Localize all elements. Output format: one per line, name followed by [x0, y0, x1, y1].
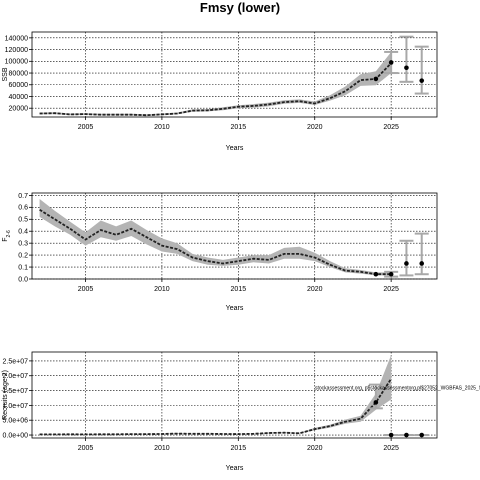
f-point: [373, 271, 379, 277]
recruits-panel: 2005 2010 2015 2020 2025 0.0e+00 5.0e+06 1.0e+0…: [2, 351, 480, 472]
ssb-ytick-label: 120000: [5, 47, 28, 54]
f-ytick-label: 0.6: [18, 205, 28, 212]
f-ytick-label: 0.0: [18, 276, 28, 283]
f-point: [404, 261, 409, 266]
ssb-ytick-label: 60000: [9, 82, 29, 89]
ssb-confidence-band: [39, 51, 392, 117]
rec-xtick-label: 2010: [154, 445, 170, 452]
ssb-point: [373, 76, 379, 82]
f-confidence-band: [39, 199, 392, 276]
ssb-ytick-label: 140000: [5, 35, 28, 42]
ssb-yaxis-label: SSB: [2, 67, 9, 81]
ssb-ytick-label: 80000: [9, 70, 29, 77]
f-panel: 2005 2010 2015 2020 2025 0.0 0.1 0.2 0.3 0.4 0.5 0.…: [2, 192, 438, 312]
ssb-ytick-label: 100000: [5, 59, 28, 66]
rec-annotation: stockassessment.org, p$stockassessmentor…: [315, 386, 480, 392]
rec-ytick-label: 0.0e+00: [3, 432, 29, 439]
rec-point: [373, 400, 379, 405]
rec-median-line: [39, 378, 392, 436]
rec-xtick-label: 2020: [307, 445, 323, 452]
f-ytick-label: 0.7: [18, 193, 28, 200]
f-ytick-label: 0.4: [18, 229, 28, 236]
ssb-point: [388, 60, 394, 65]
rec-ytick-label: 1.0e+07: [3, 403, 29, 410]
f-xtick-label: 2005: [78, 286, 94, 293]
f-ytick-label: 0.1: [18, 264, 28, 271]
rec-xaxis-label: Years: [226, 465, 244, 472]
f-ytick-label: 0.2: [18, 253, 28, 260]
figure-title: Fmsy (lower): [200, 0, 280, 15]
f-plot-frame: [31, 192, 438, 280]
f-point: [419, 261, 425, 266]
ssb-xtick-label: 2020: [307, 124, 323, 131]
rec-xtick-label: 2015: [231, 445, 247, 452]
rec-ytick-label: 5.0e+06: [3, 418, 29, 425]
rec-point: [419, 432, 425, 438]
rec-ytick-label: 2.5e+07: [3, 358, 29, 365]
ssb-xtick-label: 2025: [383, 124, 399, 131]
ssb-xtick-label: 2005: [78, 124, 94, 131]
f-median-line: [39, 208, 392, 276]
rec-xtick-label: 2025: [383, 445, 399, 452]
rec-point: [388, 432, 394, 438]
f-xtick-label: 2020: [307, 286, 323, 293]
f-ytick-label: 0.3: [18, 241, 28, 248]
f-ytick-label: 0.5: [18, 217, 28, 224]
ssb-panel: 2005 2010 2015 2020 2025 20000 40000 60000 80000…: [2, 31, 438, 152]
rec-xtick-label: 2005: [78, 445, 94, 452]
f-xtick-label: 2025: [383, 286, 399, 293]
f-xtick-label: 2015: [231, 286, 247, 293]
ssb-plot-frame: [31, 31, 438, 118]
rec-ytick-label: 2.0e+07: [3, 373, 29, 380]
ssb-xtick-label: 2010: [154, 124, 170, 131]
ssb-xtick-label: 2015: [231, 124, 247, 131]
rec-ytick-label: 1.5e+07: [3, 388, 29, 395]
ssb-xaxis-label: Years: [226, 145, 244, 152]
ssb-median-line: [39, 62, 392, 117]
f-point: [388, 271, 394, 277]
f-yaxis-label: F2-6: [2, 230, 12, 242]
rec-point: [404, 432, 409, 438]
rec-yaxis-label: Recruits (age 2): [2, 370, 9, 420]
ssb-ytick-label: 20000: [9, 106, 29, 113]
ssb-ytick-label: 40000: [9, 94, 29, 101]
ssb-point: [404, 65, 409, 71]
f-xtick-label: 2010: [154, 286, 170, 293]
ssb-point: [419, 78, 425, 83]
rec-plot-frame: [31, 351, 438, 439]
rec-confidence-band: [39, 355, 392, 435]
f-xaxis-label: Years: [226, 305, 244, 312]
